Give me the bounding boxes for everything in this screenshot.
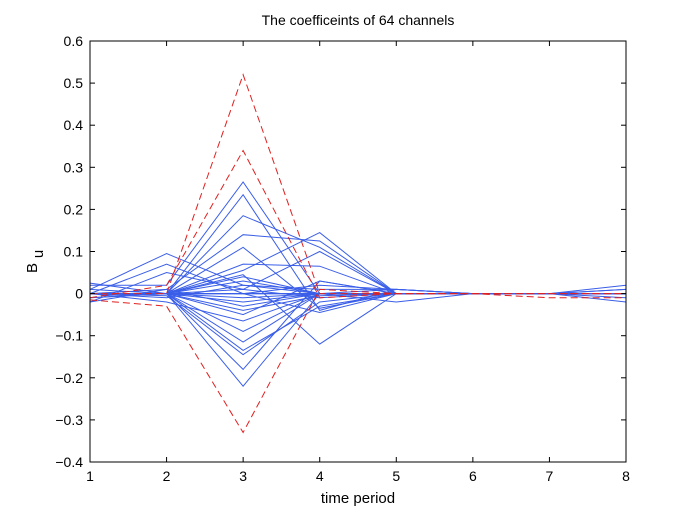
y-axis-label-main: B: [24, 263, 41, 273]
series-line-red-dashed-3: [89, 288, 626, 434]
y-tick-label: 0.3: [64, 159, 84, 175]
x-tick-label: 7: [546, 468, 554, 484]
y-tick-label: −0.2: [55, 370, 83, 386]
series-line-red-dashed-1: [90, 73, 626, 295]
y-tick-label: 0.2: [64, 201, 84, 217]
y-tick-label: 0.5: [64, 75, 84, 91]
y-tick-label: −0.4: [55, 454, 83, 470]
x-axis-label: time period: [321, 490, 395, 507]
x-tick-label: 3: [239, 468, 247, 484]
y-tick-label: 0.1: [64, 244, 84, 260]
x-tick-label: 4: [316, 468, 324, 484]
y-tick-label: −0.3: [55, 412, 83, 428]
x-tick-label: 5: [392, 468, 400, 484]
y-tick-label: 0.4: [64, 117, 84, 133]
series-group: [89, 73, 627, 434]
y-axis-label-subscript: u: [30, 250, 47, 258]
y-tick-label: 0.6: [64, 33, 84, 49]
x-tick-label: 6: [469, 468, 477, 484]
y-axis-label: B u: [24, 250, 47, 273]
tick-group: 1 2 3 4 5 6 7 8 −0.4 −0.3 −0.2 −0.1 0 0.1 0.2 0.3 0.4 0.5…: [55, 33, 630, 484]
x-tick-label: 1: [86, 468, 94, 484]
chart-title: The coefficeints of 64 channels: [262, 12, 455, 28]
x-tick-label: 2: [163, 468, 171, 484]
series-line-red-dashed-2: [89, 149, 626, 299]
x-tick-label: 8: [622, 468, 630, 484]
y-tick-label: −0.1: [55, 328, 83, 344]
y-tick-label: 0: [75, 286, 83, 302]
